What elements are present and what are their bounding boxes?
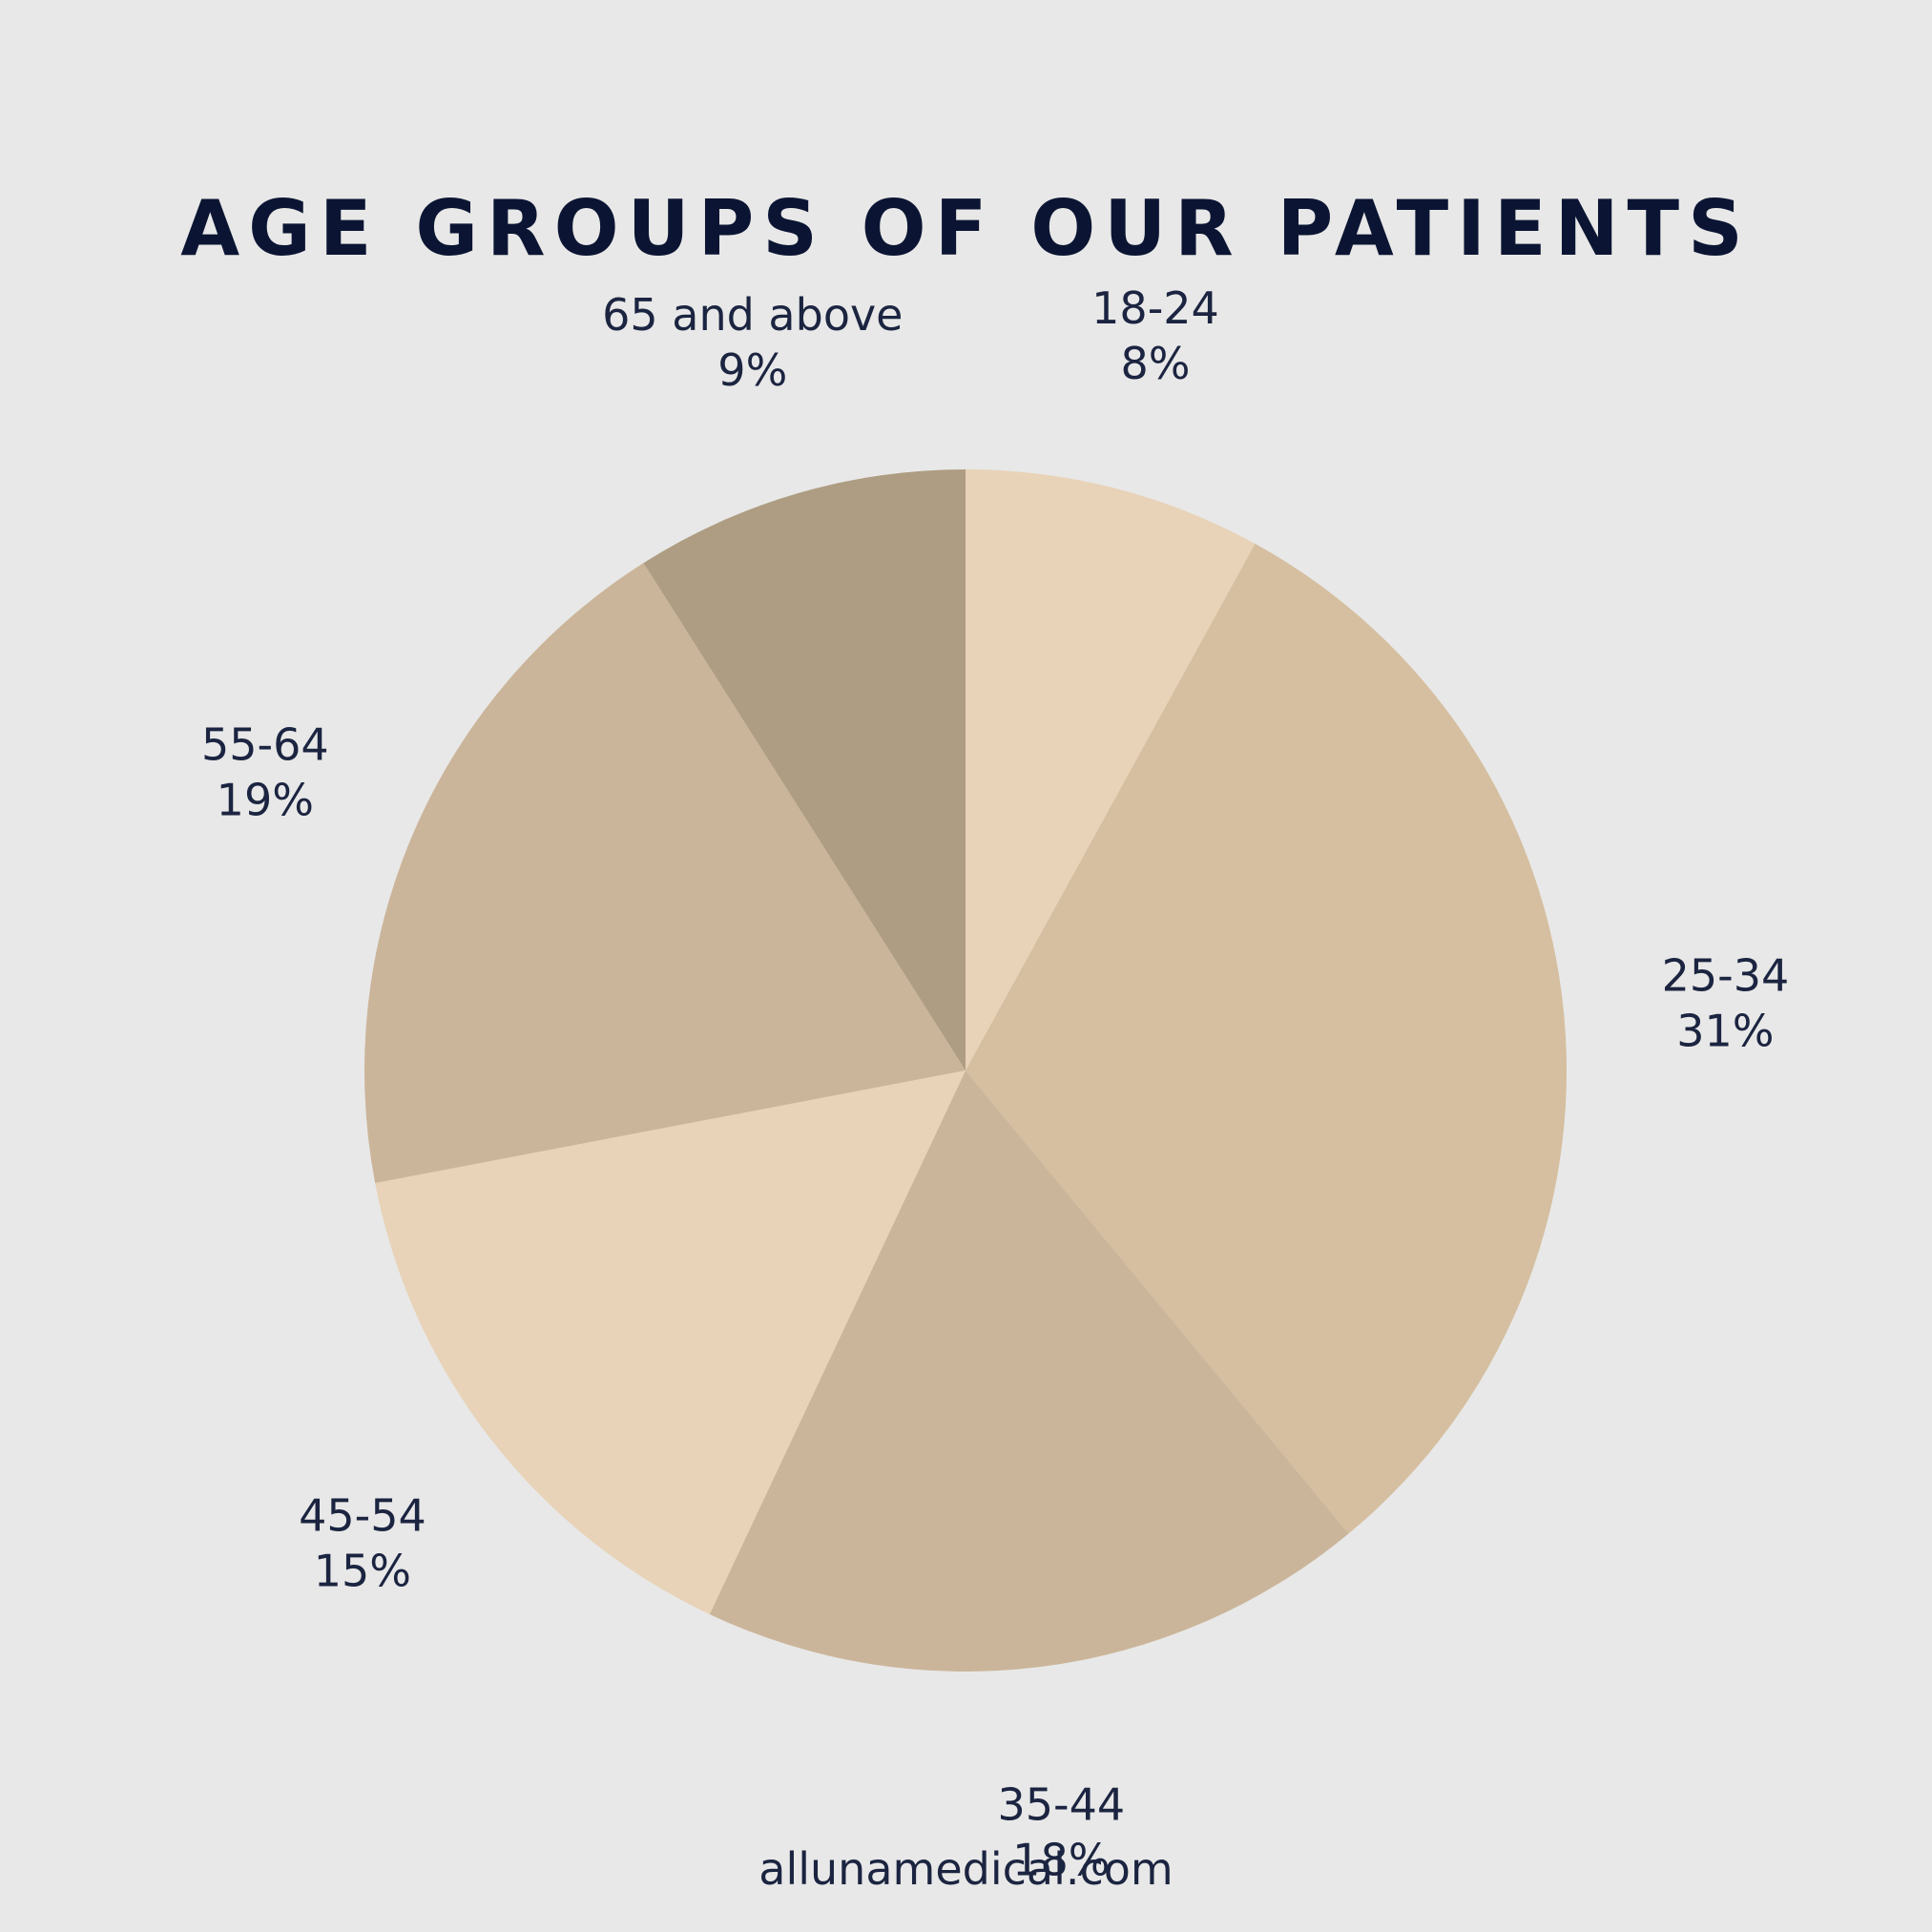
pie-slice-25-34: [966, 543, 1567, 1534]
pie-slice-55-64: [364, 563, 966, 1184]
chart-title: AGE GROUPS OF OUR PATIENTS: [180, 184, 1752, 273]
pie-slices: [364, 469, 1567, 1672]
pie-labels: 18-24 8% 25-34 31% 35-44 18% 45-54 15% 55-64 19% 6…: [201, 282, 1789, 1886]
slice-category-label: 55-64: [201, 718, 329, 770]
pie-slice-65-and-above: [643, 469, 966, 1070]
website-url: allunamedical.com: [758, 1843, 1174, 1895]
slice-label-65-and-above: 65 and above 9%: [602, 289, 903, 396]
pie-slice-35-44: [709, 1070, 1349, 1672]
slice-category-label: 35-44: [997, 1779, 1125, 1831]
slice-label-55-64: 55-64 19%: [201, 718, 329, 825]
slice-category-label: 65 and above: [602, 289, 903, 341]
slice-category-label: 25-34: [1662, 950, 1790, 1002]
slice-category-label: 18-24: [1091, 282, 1219, 334]
slice-value-label: 8%: [1121, 338, 1191, 389]
pie-slice-45-54: [375, 1070, 966, 1615]
slice-value-label: 31%: [1676, 1006, 1774, 1057]
slice-label-25-34: 25-34 31%: [1662, 950, 1790, 1057]
slice-value-label: 18%: [1012, 1835, 1110, 1886]
slice-value-label: 15%: [314, 1545, 411, 1596]
slice-label-45-54: 45-54 15%: [299, 1489, 426, 1596]
slice-value-label: 9%: [717, 344, 787, 396]
slice-value-label: 19%: [217, 774, 314, 825]
slice-label-35-44: 35-44 18%: [997, 1779, 1125, 1886]
slice-label-18-24: 18-24 8%: [1091, 282, 1219, 389]
slice-category-label: 45-54: [299, 1489, 426, 1541]
pie-slice-18-24: [966, 469, 1256, 1070]
